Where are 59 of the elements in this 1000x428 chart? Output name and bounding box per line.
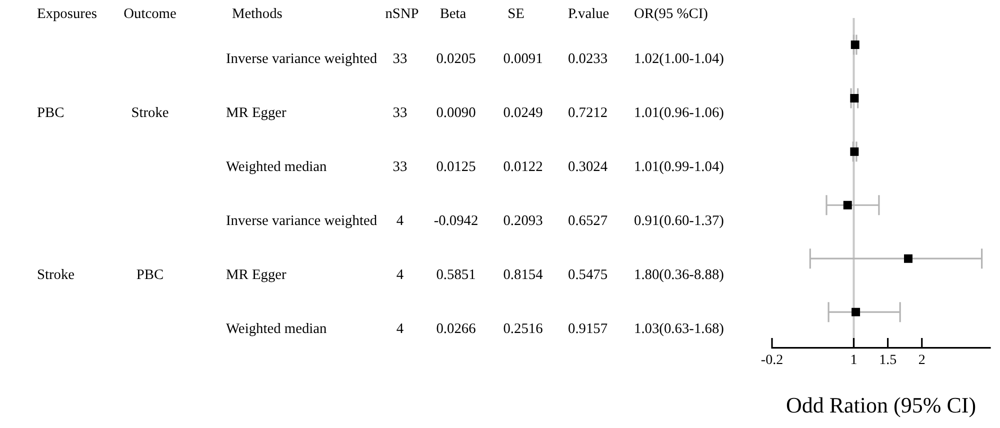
category-label: Exposures [37,6,97,22]
point [904,254,912,263]
text: 33 [392,159,408,175]
text: 0.0125 [436,159,476,175]
point [843,200,852,210]
text: 33 [392,51,408,67]
text: 0.2516 [503,321,543,337]
text: 0.0205 [436,51,476,67]
text: 0.7212 [568,105,608,121]
point [850,94,859,102]
text: 0.0266 [436,321,476,337]
text: 1.80(0.36-8.88) [634,267,724,283]
text: Inverse variance weighted [226,51,378,67]
text: 0.5851 [436,267,476,283]
category-label: OR(95 %CI) [634,6,708,22]
text: Stroke [37,267,75,283]
text: 0.0091 [503,51,543,67]
text: 4 [396,267,404,283]
text: MR Egger [226,105,286,121]
text: Stroke [131,105,169,121]
text: 4 [396,213,404,229]
text: 1.03(0.63-1.68) [634,321,724,337]
text: 33 [392,105,408,121]
category-label: Methods [232,6,282,22]
text: -0.0942 [434,213,478,229]
text: 0.0090 [436,105,476,121]
x-tick-label: -0.2 [760,352,784,368]
text: 4 [396,321,404,337]
category-label: P.value [568,6,610,22]
text: 0.3024 [568,159,608,175]
text: PBC [136,267,164,283]
category-label: nSNP [385,6,419,22]
x-tick-label: 2 [918,352,926,368]
text: 0.8154 [503,267,543,283]
point [850,40,860,49]
text: Weighted median [226,321,327,337]
text: 0.2093 [503,213,543,229]
text: 0.5475 [568,267,608,283]
x-tick-label: 1 [850,352,858,368]
text: 0.91(0.60-1.37) [634,213,724,229]
category-label: Outcome [124,6,176,22]
point [852,308,860,316]
text: 0.0122 [503,159,543,175]
x-tick-label: 1.5 [879,352,897,368]
text: 1.01(0.99-1.04) [634,159,724,175]
point [850,147,859,156]
x-axis-title: Odd Ration (95% CI) [786,392,976,418]
text: 0.6527 [568,213,608,229]
text: 1.02(1.00-1.04) [634,51,724,67]
text: MR Egger [226,267,286,283]
text: PBC [37,105,64,121]
category-label: SE [508,6,524,22]
text: 0.0233 [568,51,608,67]
text: 0.9157 [568,321,608,337]
text: 0.0249 [503,105,543,121]
text: Weighted median [226,159,327,175]
category-label: Beta [440,6,466,22]
text: Inverse variance weighted [226,213,378,229]
text: 1.01(0.96-1.06) [634,105,724,121]
